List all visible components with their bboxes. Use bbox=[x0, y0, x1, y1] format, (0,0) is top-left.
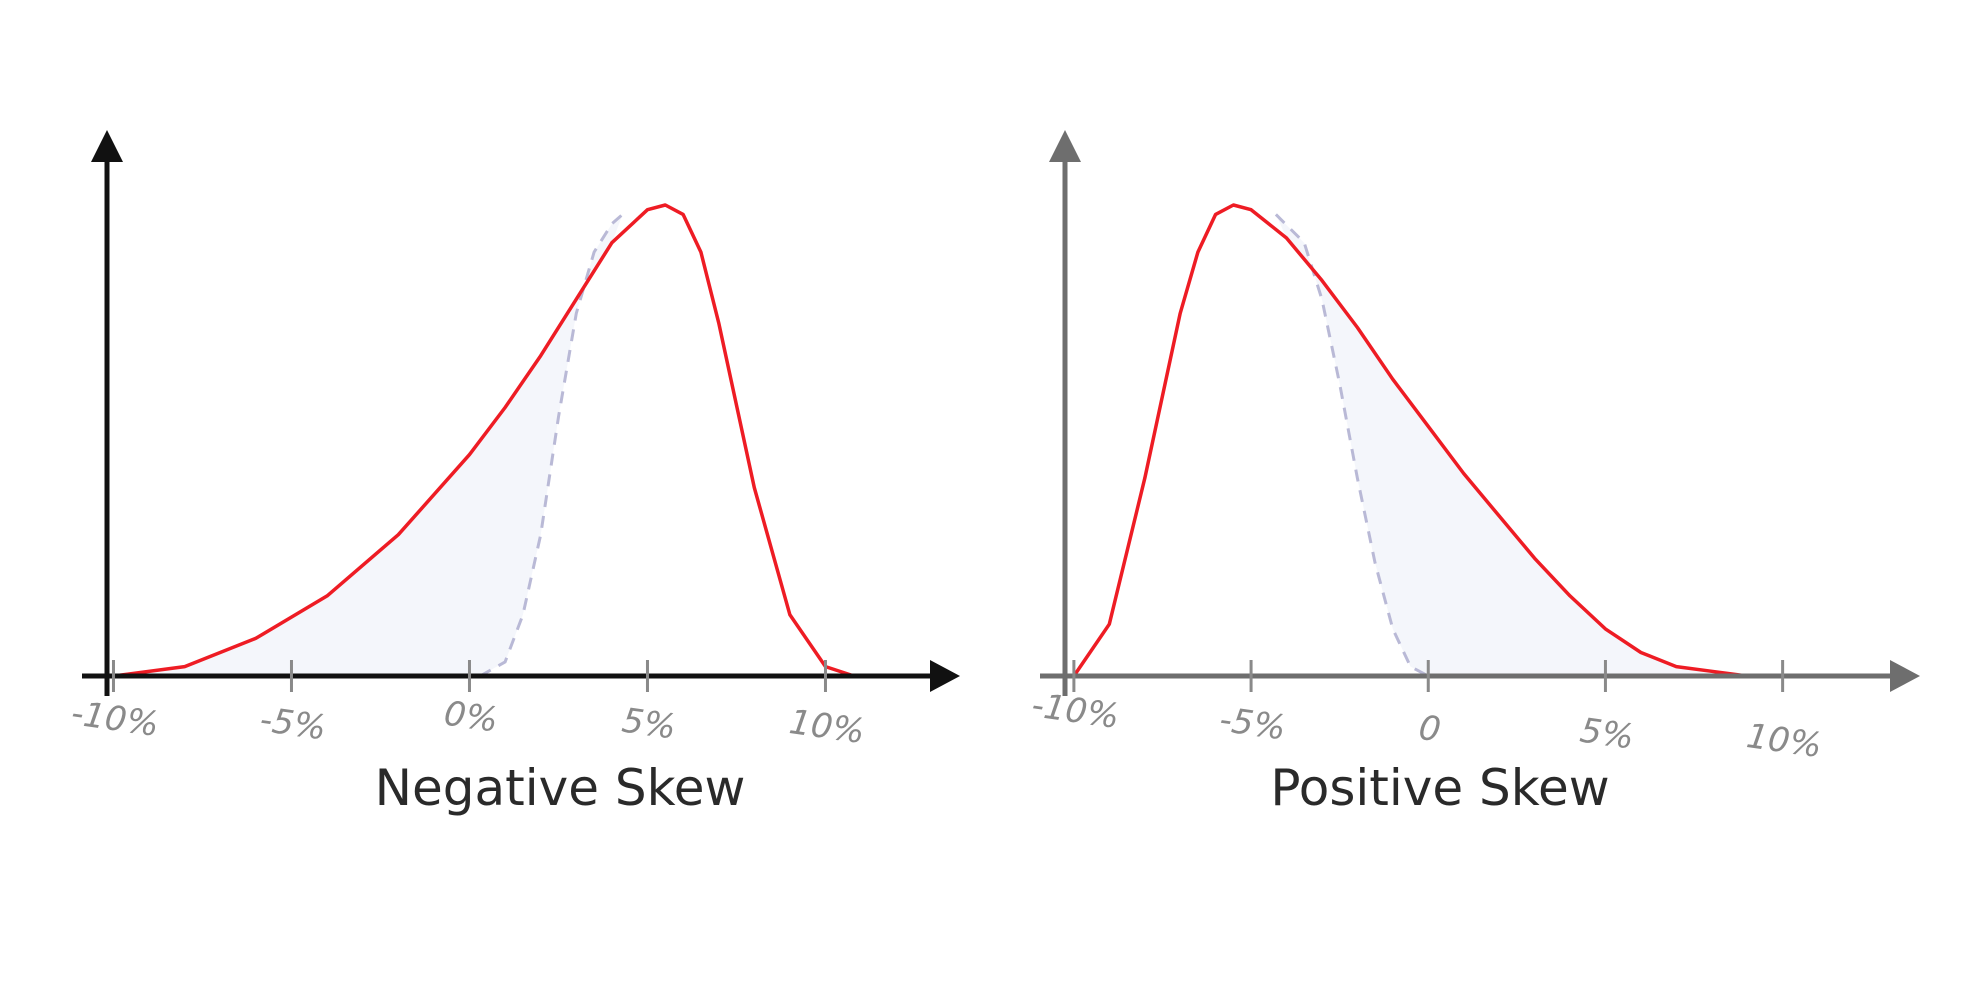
skewed-distribution-curve bbox=[1072, 203, 1783, 678]
chart-title: Negative Skew bbox=[375, 759, 746, 817]
positive-skew-chart: -10% -5% 0 5% 10% Positive Skew bbox=[1029, 130, 1920, 817]
x-tick-label: 5% bbox=[620, 701, 679, 748]
x-tick-label: 0% bbox=[442, 694, 501, 741]
skew-difference-fill bbox=[1275, 214, 1783, 676]
x-axis-ticks: -10% -5% 0% 5% 10% bbox=[69, 660, 867, 752]
x-tick-label: 5% bbox=[1577, 711, 1636, 758]
normal-curve-dashed bbox=[1274, 213, 1430, 678]
negative-skew-chart: -10% -5% 0% 5% 10% Negative Skew bbox=[69, 130, 960, 817]
y-axis-arrowhead bbox=[91, 130, 123, 162]
x-axis-ticks: -10% -5% 0 5% 10% bbox=[1029, 660, 1824, 766]
skew-difference-fill bbox=[113, 214, 623, 676]
x-axis-arrowhead bbox=[930, 660, 960, 692]
skewed-distribution-curve bbox=[113, 203, 855, 678]
chart-title: Positive Skew bbox=[1270, 759, 1609, 817]
x-tick-label: -5% bbox=[257, 700, 328, 749]
x-axis-arrowhead bbox=[1890, 660, 1920, 692]
y-axis-arrowhead bbox=[1049, 130, 1081, 162]
x-tick-label: -5% bbox=[1217, 700, 1288, 749]
normal-curve-dashed bbox=[479, 213, 624, 678]
